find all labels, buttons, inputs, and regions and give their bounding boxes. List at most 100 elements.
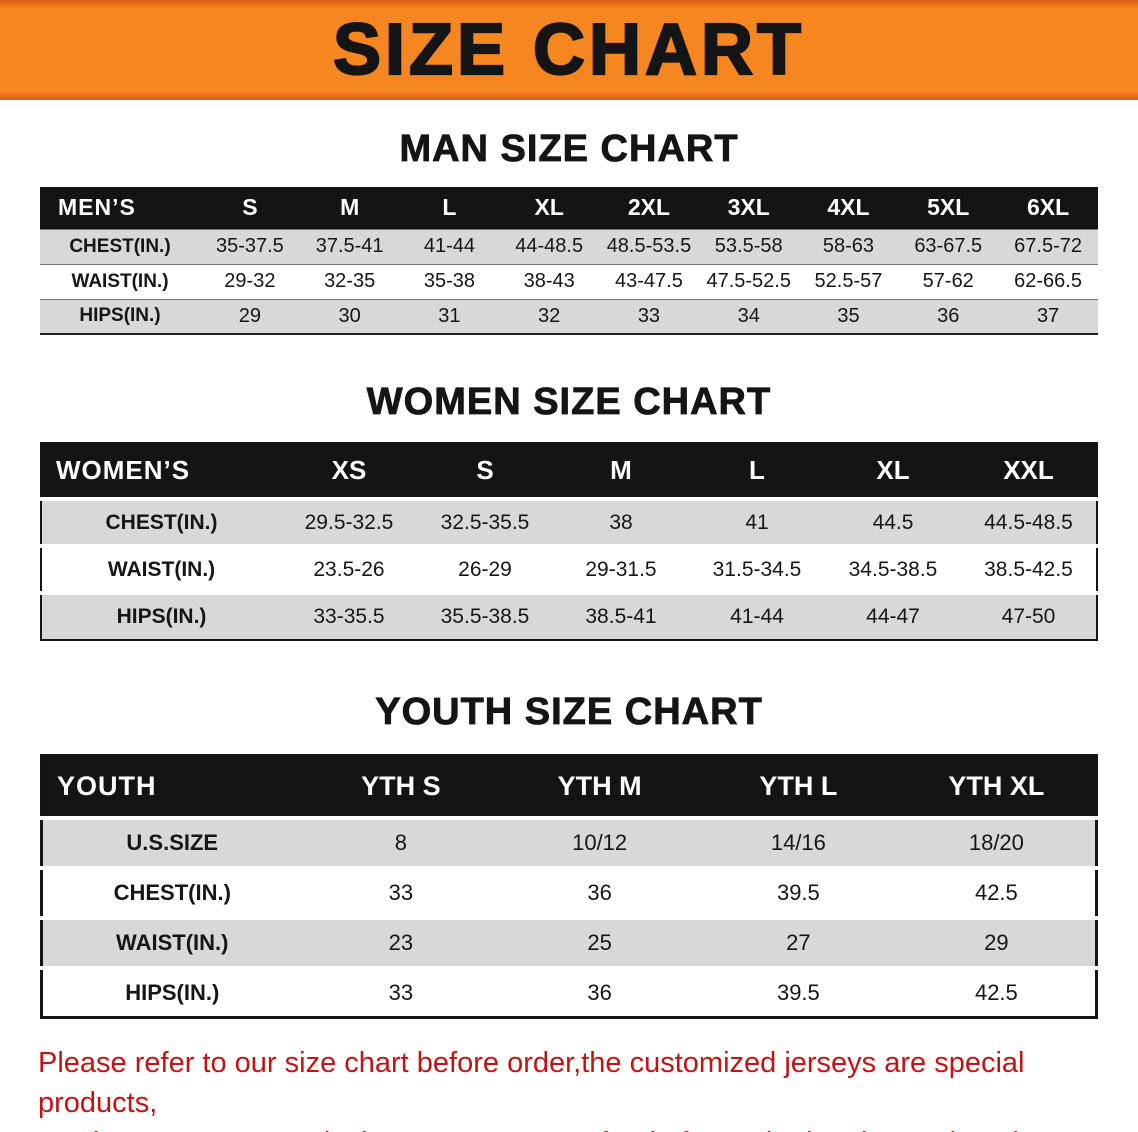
size-cell: 41-44 — [689, 591, 825, 640]
size-column-header: YTH S — [301, 755, 501, 818]
size-cell: 39.5 — [699, 865, 898, 918]
men-size-chart-heading: MAN SIZE CHART — [399, 128, 739, 171]
size-cell: 37.5-41 — [299, 228, 400, 264]
size-cell: 39.5 — [699, 965, 898, 1018]
size-column-header: 4XL — [798, 187, 899, 229]
size-cell: 35 — [798, 298, 899, 334]
size-column-header: XL — [825, 443, 961, 499]
size-column-header: XXL — [961, 443, 1097, 499]
size-cell: 32 — [499, 298, 600, 334]
size-cell: 10/12 — [500, 815, 699, 868]
size-cell: 29 — [897, 915, 1097, 968]
row-label: CHEST(IN.) — [41, 497, 281, 546]
youth-size-table: YOUTH YTH S YTH M YTH L YTH XL U.S.SIZE 8 10/12… — [40, 754, 1098, 1019]
size-cell: 62-66.5 — [998, 263, 1098, 299]
row-label: HIPS(IN.) — [41, 591, 281, 640]
row-label: CHEST(IN.) — [41, 865, 302, 918]
table-row: CHEST(IN.) 29.5-32.5 32.5-35.5 38 41 44.5 44.5… — [41, 497, 1097, 546]
table-header-label: YOUTH — [41, 755, 302, 818]
table-header-label: WOMEN’S — [41, 443, 281, 499]
table-row: HIPS(IN.) 29 30 31 32 33 34 35 36 37 — [40, 298, 1098, 334]
size-cell: 41 — [689, 497, 825, 546]
size-cell: 31 — [399, 298, 500, 334]
disclaimer-line-2: we don't accept cancel, change, teturn o… — [38, 1123, 1100, 1132]
size-cell: 33 — [301, 965, 501, 1018]
size-cell: 33-35.5 — [281, 591, 417, 640]
size-column-header: YTH L — [699, 755, 898, 818]
size-cell: 44-47 — [825, 591, 961, 640]
size-cell: 47.5-52.5 — [698, 263, 799, 299]
row-label: HIPS(IN.) — [41, 965, 302, 1018]
row-label: WAIST(IN.) — [41, 915, 302, 968]
women-size-chart-heading: WOMEN SIZE CHART — [366, 381, 772, 424]
size-cell: 38-43 — [499, 263, 600, 299]
size-cell: 35.5-38.5 — [417, 591, 553, 640]
row-label: WAIST(IN.) — [41, 544, 281, 593]
size-column-header: L — [689, 443, 825, 499]
size-chart-title: SIZE CHART — [332, 10, 805, 90]
size-cell: 29-32 — [200, 263, 300, 299]
table-row: HIPS(IN.) 33-35.5 35.5-38.5 38.5-41 41-44 44-… — [41, 591, 1097, 640]
youth-size-chart-heading: YOUTH SIZE CHART — [375, 691, 763, 734]
row-label: HIPS(IN.) — [40, 298, 200, 334]
size-cell: 33 — [599, 298, 699, 334]
size-column-header: 3XL — [698, 187, 799, 229]
size-cell: 44.5-48.5 — [961, 497, 1097, 546]
size-column-header: XL — [499, 187, 600, 229]
size-cell: 23 — [301, 915, 501, 968]
size-chart-banner: SIZE CHART — [0, 0, 1138, 100]
size-cell: 58-63 — [798, 228, 899, 264]
size-cell: 38 — [553, 497, 689, 546]
size-column-header: YTH XL — [897, 755, 1097, 818]
size-cell: 67.5-72 — [998, 228, 1098, 264]
men-size-table: MEN’S S M L XL 2XL 3XL 4XL 5XL 6XL CHEST(IN.) 35-37… — [40, 187, 1098, 335]
women-section: WOMEN SIZE CHART WOMEN’S XS S M L XL XXL CHEST(I… — [0, 381, 1138, 641]
table-row: CHEST(IN.) 35-37.5 37.5-41 41-44 44-48.5 48.5… — [40, 228, 1098, 264]
table-header-row: YOUTH YTH S YTH M YTH L YTH XL — [41, 755, 1097, 818]
table-row: CHEST(IN.) 33 36 39.5 42.5 — [41, 865, 1097, 918]
size-chart-sections: MAN SIZE CHART MEN’S S M L XL 2XL 3XL 4XL 5XL 6XL C… — [0, 128, 1138, 1019]
size-cell: 27 — [699, 915, 898, 968]
youth-section: YOUTH SIZE CHART YOUTH YTH S YTH M YTH L YTH … — [0, 691, 1138, 1019]
size-cell: 34 — [698, 298, 799, 334]
size-cell: 37 — [998, 298, 1098, 334]
size-cell: 63-67.5 — [898, 228, 999, 264]
table-row: HIPS(IN.) 33 36 39.5 42.5 — [41, 965, 1097, 1018]
size-cell: 44-48.5 — [499, 228, 600, 264]
size-column-header: L — [399, 187, 500, 229]
size-cell: 32.5-35.5 — [417, 497, 553, 546]
size-column-header: 2XL — [599, 187, 699, 229]
size-cell: 41-44 — [399, 228, 500, 264]
size-cell: 30 — [299, 298, 400, 334]
size-cell: 23.5-26 — [281, 544, 417, 593]
table-row: WAIST(IN.) 23.5-26 26-29 29-31.5 31.5-34.5 34… — [41, 544, 1097, 593]
size-cell: 8 — [301, 815, 501, 868]
table-row: WAIST(IN.) 23 25 27 29 — [41, 915, 1097, 968]
size-cell: 18/20 — [897, 815, 1097, 868]
size-cell: 36 — [898, 298, 999, 334]
size-cell: 26-29 — [417, 544, 553, 593]
table-header-row: WOMEN’S XS S M L XL XXL — [41, 443, 1097, 499]
size-cell: 32-35 — [299, 263, 400, 299]
size-column-header: M — [553, 443, 689, 499]
size-column-header: YTH M — [500, 755, 699, 818]
size-cell: 34.5-38.5 — [825, 544, 961, 593]
disclaimer-line-1: Please refer to our size chart before or… — [38, 1047, 1025, 1120]
men-section: MAN SIZE CHART MEN’S S M L XL 2XL 3XL 4XL 5XL 6XL C… — [0, 128, 1138, 335]
size-cell: 57-62 — [898, 263, 999, 299]
size-cell: 36 — [500, 965, 699, 1018]
table-header-label: MEN’S — [40, 187, 200, 229]
size-cell: 35-37.5 — [200, 228, 300, 264]
size-column-header: XS — [281, 443, 417, 499]
women-size-table: WOMEN’S XS S M L XL XXL CHEST(IN.) 29.5-32.5 32.5… — [40, 442, 1098, 641]
row-label: U.S.SIZE — [41, 815, 302, 868]
size-cell: 38.5-42.5 — [961, 544, 1097, 593]
size-cell: 48.5-53.5 — [599, 228, 699, 264]
size-cell: 47-50 — [961, 591, 1097, 640]
size-cell: 35-38 — [399, 263, 500, 299]
table-row: U.S.SIZE 8 10/12 14/16 18/20 — [41, 815, 1097, 868]
size-cell: 42.5 — [897, 965, 1097, 1018]
size-cell: 25 — [500, 915, 699, 968]
size-column-header: 6XL — [998, 187, 1098, 229]
